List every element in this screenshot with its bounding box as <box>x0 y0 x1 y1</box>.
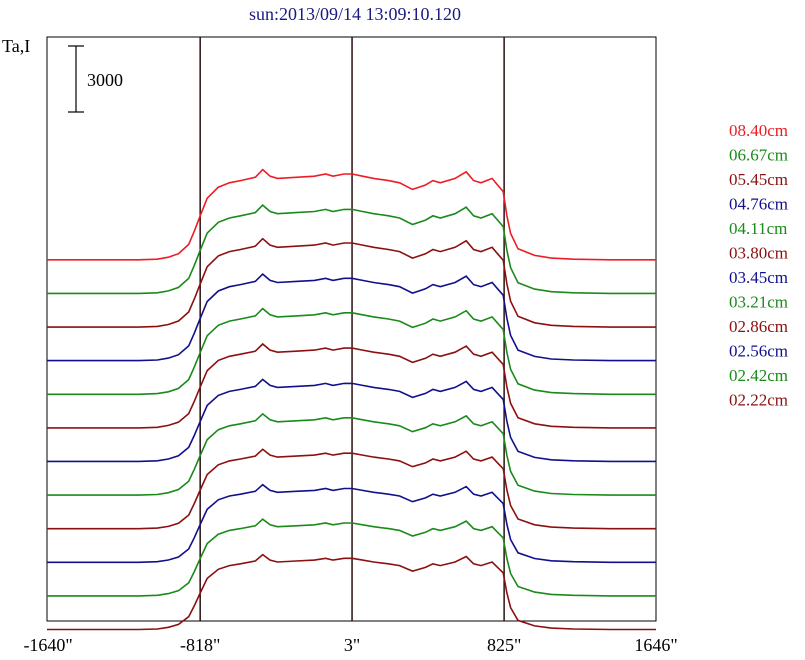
legend-entry: 05.45cm <box>729 170 788 189</box>
series-line-04.11cm <box>47 307 656 396</box>
x-tick-label: 825" <box>487 635 521 655</box>
scale-bar: 3000 <box>68 45 123 113</box>
series-line-02.42cm <box>47 518 656 597</box>
chart-title: sun:2013/09/14 13:09:10.120 <box>249 4 461 24</box>
series-line-02.22cm <box>47 553 656 631</box>
legend-entry: 02.42cm <box>729 366 788 385</box>
series-line-03.80cm <box>47 342 656 429</box>
legend-entry: 02.56cm <box>729 342 788 361</box>
legend-entry: 08.40cm <box>729 121 788 140</box>
series-line-02.86cm <box>47 448 656 530</box>
y-axis-label: Ta,I <box>2 36 30 56</box>
series-line-03.21cm <box>47 412 656 496</box>
series-line-08.40cm <box>47 168 656 261</box>
series-line-02.56cm <box>47 483 656 564</box>
legend: 08.40cm 06.67cm 05.45cm 04.76cm 04.11cm 03.80… <box>729 121 788 410</box>
series-line-05.45cm <box>47 237 656 328</box>
x-tick-labels: -1640" -818" 3" 825" 1646" <box>23 635 677 655</box>
legend-entry: 03.45cm <box>729 268 788 287</box>
legend-entry: 06.67cm <box>729 146 788 165</box>
legend-entry: 03.80cm <box>729 244 788 263</box>
x-tick-label: -818" <box>180 635 220 655</box>
legend-entry: 04.11cm <box>729 219 787 238</box>
legend-entry: 04.76cm <box>729 195 788 214</box>
series-line-04.76cm <box>47 273 656 362</box>
scale-bar-label: 3000 <box>87 70 123 90</box>
legend-entry: 03.21cm <box>729 293 788 312</box>
spectral-curves <box>47 168 656 631</box>
legend-entry: 02.86cm <box>729 317 788 336</box>
x-tick-label: 1646" <box>634 635 677 655</box>
x-tick-label: -1640" <box>23 635 72 655</box>
series-line-03.45cm <box>47 378 656 463</box>
x-tick-label: 3" <box>344 635 360 655</box>
vertical-markers <box>199 37 505 621</box>
series-line-06.67cm <box>47 204 656 295</box>
legend-entry: 02.22cm <box>729 391 788 410</box>
